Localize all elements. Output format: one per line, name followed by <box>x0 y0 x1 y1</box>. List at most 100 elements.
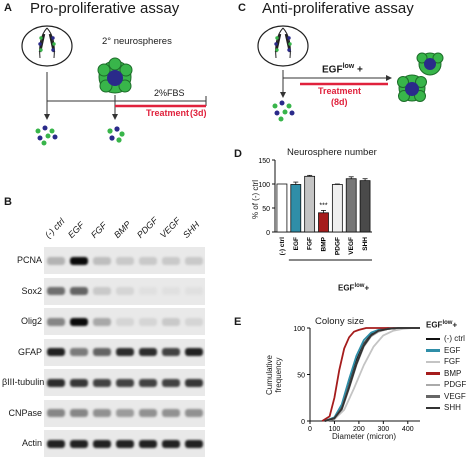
x-tick-label: BMP <box>321 236 328 251</box>
blot-row <box>44 247 205 274</box>
blot-band <box>116 256 134 265</box>
blot-band <box>162 378 180 387</box>
panel-c-title: Anti-proliferative assay <box>262 0 414 17</box>
y-tick-label: 100 <box>258 182 270 189</box>
blot-row-label: GFAP <box>17 346 42 357</box>
blot-band <box>70 378 88 387</box>
blot-band <box>139 256 157 265</box>
blot-band <box>47 378 65 387</box>
blot-row-label: βIII-tubulin <box>2 377 45 387</box>
neurosphere-icon <box>416 52 444 76</box>
blot-band <box>185 348 203 356</box>
blot-row <box>44 399 205 427</box>
egf-low-label: EGFlow + <box>322 63 363 76</box>
legend-swatch <box>426 372 440 375</box>
blot-band <box>139 348 157 356</box>
blot-band <box>70 256 88 265</box>
brain-section-icon <box>257 25 309 67</box>
blot-band <box>93 287 111 295</box>
brain-section-icon <box>21 25 73 67</box>
legend-label: (-) ctrl <box>444 334 465 343</box>
x-tick-label: VEGF <box>348 237 355 255</box>
blot-band <box>47 409 65 417</box>
x-tick-label: 100 <box>329 426 341 433</box>
blot-band <box>116 317 134 326</box>
blot-band <box>139 378 157 387</box>
x-tick-label: 200 <box>353 426 365 433</box>
blot-row-label: Sox2 <box>21 285 42 296</box>
legend-item: PDGF <box>426 380 466 389</box>
legend-label: VEGF <box>444 391 466 401</box>
legend-swatch <box>426 395 440 398</box>
blot-band <box>162 409 180 417</box>
legend-item: FGF <box>426 357 460 366</box>
y-tick-label: 0 <box>301 419 305 426</box>
cell-cluster-icon <box>107 126 125 143</box>
chart-e-xlabel: Diameter (micron) <box>332 432 397 441</box>
blot-band <box>139 409 157 417</box>
blot-band <box>93 409 111 417</box>
legend-swatch <box>426 337 440 341</box>
blot-row-label: Olig2 <box>20 316 42 326</box>
chart-e: 0 50 100 0 100 200 300 400 <box>293 326 420 433</box>
blot-band <box>162 287 180 295</box>
x-tick-label: (-) ctrl <box>279 237 286 256</box>
legend-swatch <box>426 383 440 387</box>
neurosphere-icon <box>397 74 427 102</box>
x-tick-label: EGF <box>293 237 300 250</box>
treatment-duration-a: (3d) <box>190 108 207 118</box>
treatment-label-c: Treatment <box>318 86 362 96</box>
dissociated-cells-icon <box>272 100 295 122</box>
legend-item: EGF <box>426 346 460 355</box>
y-tick-label: 50 <box>297 373 305 380</box>
series-line <box>324 327 420 422</box>
legend-label: EGF <box>444 345 461 355</box>
y-tick-label: 0 <box>266 230 270 237</box>
blot-row-label: PCNA <box>16 255 42 265</box>
dissociated-cells-icon <box>35 125 58 146</box>
series-line <box>321 327 420 422</box>
x-tick-label: 0 <box>308 426 312 433</box>
legend-item: BMP <box>426 369 461 378</box>
blot-band <box>93 317 111 326</box>
legend-item: (-) ctrl <box>426 334 465 343</box>
blot-band <box>162 317 180 326</box>
chart-e-title: Colony size <box>315 316 365 327</box>
blot-row-label: Actin <box>21 438 42 448</box>
legend-label: SHH <box>444 403 461 412</box>
significance-annotation: *** <box>319 202 327 209</box>
treatment-label-a: Treatment <box>146 108 190 118</box>
blot-band <box>185 317 203 326</box>
blot-band <box>70 287 88 295</box>
blot-row <box>44 308 205 335</box>
blot-band <box>93 256 111 265</box>
blot-band <box>93 378 111 387</box>
blot-band <box>47 287 65 295</box>
legend-label: FGF <box>444 357 460 366</box>
y-tick-label: 50 <box>262 206 270 213</box>
neurosphere-icon <box>97 57 133 94</box>
blot-band <box>139 317 157 326</box>
panel-b-label: B <box>4 196 12 208</box>
blot-band <box>47 256 65 265</box>
blot-band <box>162 348 180 356</box>
blot-row-label: CNPase <box>8 407 42 418</box>
chart-d: 0 50 100 150 (-) ctrl EGF FGF BMP *** PDGF VEGF SHH <box>258 158 372 261</box>
y-tick-label: 100 <box>293 326 305 333</box>
panel-e-label: E <box>234 316 242 328</box>
blot-row <box>44 277 205 305</box>
panel-c-schematic <box>257 25 444 122</box>
legend-item: VEGF <box>426 392 466 401</box>
legend-title: EGFlow+ <box>426 320 458 330</box>
blot-band <box>93 348 111 356</box>
x-tick-label: 300 <box>377 426 389 433</box>
legend-item: SHH <box>426 403 461 412</box>
y-tick-label: 150 <box>258 158 270 165</box>
bar <box>276 183 288 233</box>
panel-c-label: C <box>238 2 246 14</box>
legend-swatch <box>426 349 440 352</box>
panel-a-label: A <box>4 2 12 14</box>
blot-band <box>47 348 65 356</box>
panel-d-label: D <box>234 148 242 160</box>
x-tick-label: SHH <box>362 237 369 251</box>
